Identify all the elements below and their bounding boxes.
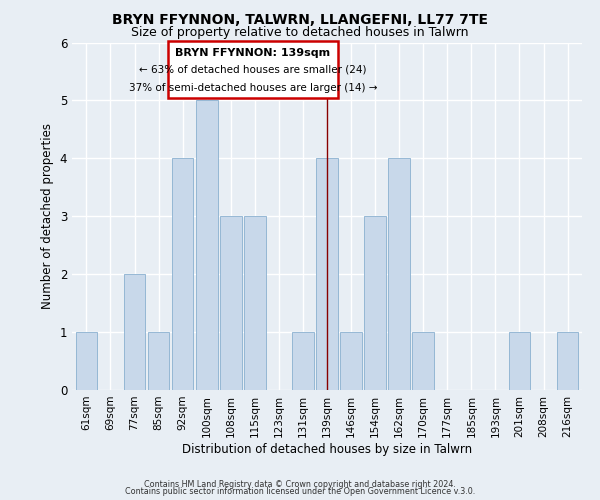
Bar [244, 216, 266, 390]
Bar [220, 216, 242, 390]
Text: 37% of semi-detached houses are larger (14) →: 37% of semi-detached houses are larger (… [129, 82, 377, 92]
Bar [557, 332, 578, 390]
X-axis label: Distribution of detached houses by size in Talwrn: Distribution of detached houses by size … [182, 442, 472, 456]
Bar [412, 332, 434, 390]
Bar [316, 158, 338, 390]
FancyBboxPatch shape [168, 42, 338, 98]
Bar [292, 332, 314, 390]
Text: BRYN FFYNNON: 139sqm: BRYN FFYNNON: 139sqm [175, 48, 331, 58]
Y-axis label: Number of detached properties: Number of detached properties [41, 123, 54, 309]
Bar [340, 332, 362, 390]
Text: Contains public sector information licensed under the Open Government Licence v.: Contains public sector information licen… [125, 487, 475, 496]
Bar [388, 158, 410, 390]
Bar [172, 158, 193, 390]
Text: Size of property relative to detached houses in Talwrn: Size of property relative to detached ho… [131, 26, 469, 39]
Bar [364, 216, 386, 390]
Bar [196, 100, 218, 390]
Text: BRYN FFYNNON, TALWRN, LLANGEFNI, LL77 7TE: BRYN FFYNNON, TALWRN, LLANGEFNI, LL77 7T… [112, 12, 488, 26]
Text: Contains HM Land Registry data © Crown copyright and database right 2024.: Contains HM Land Registry data © Crown c… [144, 480, 456, 489]
Bar [124, 274, 145, 390]
Bar [509, 332, 530, 390]
Bar [148, 332, 169, 390]
Text: ← 63% of detached houses are smaller (24): ← 63% of detached houses are smaller (24… [139, 64, 367, 74]
Bar [76, 332, 97, 390]
